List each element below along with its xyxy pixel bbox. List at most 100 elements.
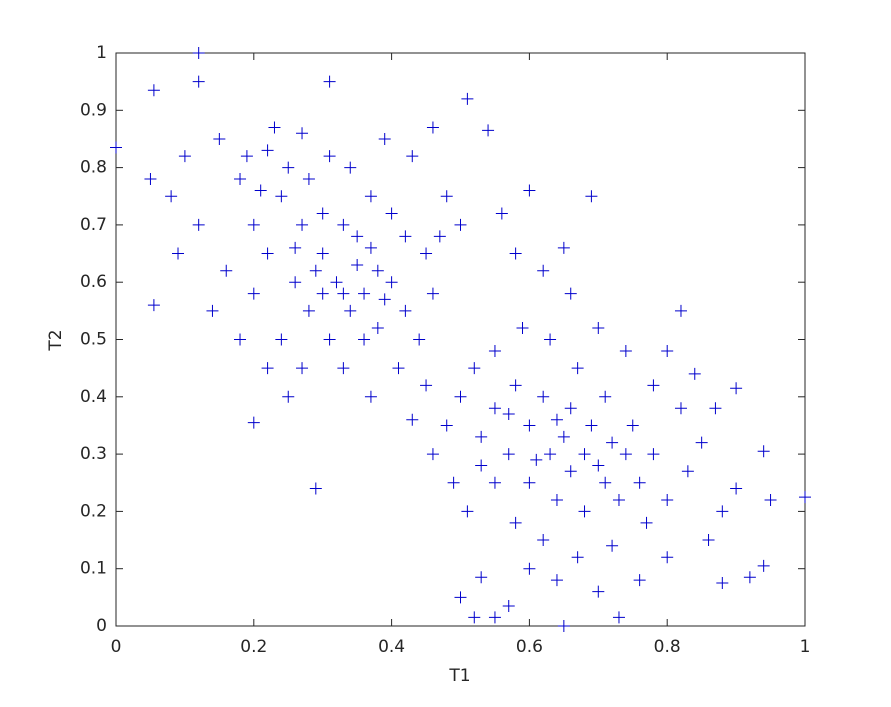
x-tick-label: 0.2 — [240, 637, 267, 657]
point-marker — [578, 505, 591, 518]
point-marker — [461, 92, 474, 105]
point-marker — [144, 173, 157, 186]
point-marker — [475, 571, 488, 584]
point-marker — [633, 574, 646, 587]
point-marker — [716, 505, 729, 518]
point-marker — [599, 476, 612, 489]
point-marker — [516, 322, 529, 335]
point-marker — [571, 551, 584, 564]
point-marker — [289, 241, 302, 254]
point-marker — [468, 611, 481, 624]
point-marker — [247, 416, 260, 429]
point-marker — [647, 379, 660, 392]
y-tick-label: 0.2 — [80, 501, 107, 521]
point-marker — [550, 574, 563, 587]
point-marker — [220, 264, 233, 277]
point-marker — [406, 413, 419, 426]
point-marker — [509, 516, 522, 529]
point-marker — [344, 161, 357, 174]
point-marker — [192, 75, 205, 88]
point-marker — [351, 230, 364, 243]
point-marker — [564, 287, 577, 300]
point-marker — [523, 476, 536, 489]
point-marker — [261, 362, 274, 375]
point-marker — [799, 491, 811, 504]
point-marker — [716, 577, 729, 590]
point-marker — [695, 436, 708, 449]
point-marker — [557, 620, 570, 632]
y-tick-label: 0.5 — [80, 330, 107, 350]
point-marker — [619, 448, 632, 461]
point-marker — [730, 382, 743, 395]
point-marker — [578, 448, 591, 461]
point-marker — [544, 333, 557, 346]
point-marker — [674, 402, 687, 415]
point-marker — [282, 390, 295, 403]
point-marker — [247, 218, 260, 231]
point-marker — [612, 493, 625, 506]
point-marker — [344, 304, 357, 317]
x-axis-label: T1 — [448, 666, 470, 686]
point-marker — [296, 127, 309, 140]
point-marker — [544, 448, 557, 461]
point-marker — [323, 75, 336, 88]
point-marker — [537, 264, 550, 277]
point-marker — [316, 247, 329, 260]
point-marker — [364, 190, 377, 203]
point-marker — [523, 562, 536, 575]
point-marker — [709, 402, 722, 415]
point-marker — [385, 276, 398, 289]
point-marker — [426, 448, 439, 461]
point-marker — [702, 534, 715, 547]
point-marker — [426, 287, 439, 300]
point-marker — [309, 482, 322, 495]
point-marker — [323, 150, 336, 163]
point-marker — [192, 47, 205, 59]
point-marker — [296, 218, 309, 231]
point-marker — [371, 322, 384, 335]
point-marker — [461, 505, 474, 518]
point-marker — [323, 333, 336, 346]
point-marker — [358, 287, 371, 300]
point-marker — [337, 362, 350, 375]
point-marker — [661, 344, 674, 357]
point-marker — [612, 611, 625, 624]
point-marker — [337, 218, 350, 231]
point-marker — [240, 150, 253, 163]
point-marker — [592, 459, 605, 472]
point-marker — [688, 367, 701, 380]
point-marker — [316, 287, 329, 300]
point-marker — [454, 218, 467, 231]
point-marker — [564, 402, 577, 415]
point-marker — [488, 402, 501, 415]
point-marker — [378, 132, 391, 145]
point-marker — [475, 430, 488, 443]
point-marker — [743, 571, 756, 584]
point-marker — [316, 207, 329, 220]
point-marker — [213, 132, 226, 145]
point-marker — [351, 259, 364, 272]
point-marker — [502, 407, 515, 420]
point-marker — [647, 448, 660, 461]
point-marker — [178, 150, 191, 163]
point-marker — [302, 304, 315, 317]
point-marker — [502, 448, 515, 461]
point-marker — [426, 121, 439, 134]
point-marker — [420, 247, 433, 260]
plot-area — [115, 52, 806, 627]
point-marker — [261, 144, 274, 157]
point-marker — [406, 150, 419, 163]
point-marker — [399, 230, 412, 243]
point-marker — [537, 534, 550, 547]
point-marker — [764, 493, 777, 506]
point-marker — [502, 599, 515, 612]
point-marker — [165, 190, 178, 203]
point-marker — [358, 333, 371, 346]
point-marker — [633, 476, 646, 489]
point-marker — [550, 493, 563, 506]
point-marker — [296, 362, 309, 375]
point-marker — [757, 445, 770, 458]
point-marker — [172, 247, 185, 260]
y-tick-label: 0.3 — [80, 444, 107, 464]
point-marker — [447, 476, 460, 489]
